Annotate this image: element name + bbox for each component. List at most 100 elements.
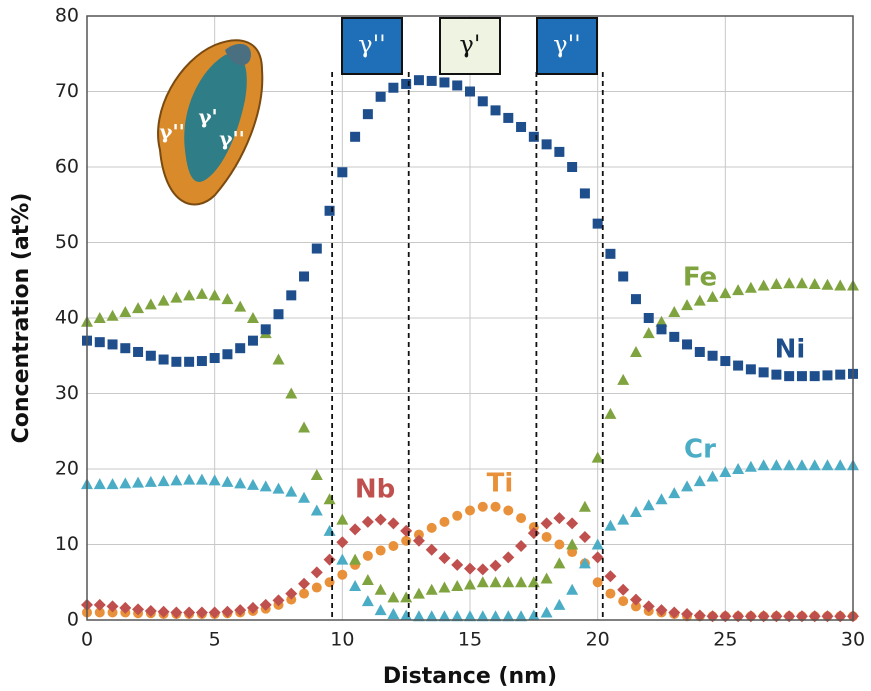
x-tick-label: 10	[330, 629, 354, 651]
point	[489, 610, 502, 622]
point	[795, 459, 808, 471]
point	[272, 594, 285, 607]
point	[324, 577, 335, 588]
point	[285, 587, 298, 600]
point	[196, 356, 207, 367]
y-tick-label: 10	[55, 533, 79, 555]
point	[464, 578, 476, 590]
point	[438, 610, 451, 622]
point	[604, 519, 617, 531]
point	[361, 595, 374, 607]
point	[412, 587, 425, 599]
phase-label: γ''	[358, 31, 386, 59]
point	[719, 287, 732, 299]
point	[771, 369, 782, 380]
point	[592, 218, 603, 229]
point	[834, 279, 847, 291]
point	[515, 576, 528, 588]
inset-label: γ''	[159, 120, 184, 144]
point	[579, 188, 590, 199]
point	[757, 279, 770, 291]
marks	[81, 75, 859, 623]
point	[822, 370, 833, 381]
point	[387, 607, 400, 619]
point	[157, 605, 170, 618]
point	[298, 421, 311, 433]
point	[260, 324, 271, 335]
point	[349, 553, 362, 565]
point	[401, 78, 412, 89]
point	[540, 517, 553, 530]
point	[310, 566, 323, 579]
point	[336, 553, 349, 565]
point	[388, 82, 399, 93]
point	[476, 610, 489, 622]
point	[107, 339, 118, 350]
point	[744, 460, 757, 472]
point	[350, 131, 361, 142]
x-tick-label: 20	[586, 629, 610, 651]
point	[784, 371, 795, 382]
inset-image	[157, 39, 264, 206]
point	[655, 604, 668, 617]
point	[222, 349, 233, 360]
point	[629, 593, 642, 606]
point	[795, 277, 808, 289]
point	[361, 515, 374, 528]
point	[566, 583, 579, 595]
series-label: Ti	[487, 469, 514, 499]
point	[259, 598, 272, 611]
y-tick-label: 80	[55, 5, 79, 27]
point	[566, 538, 579, 550]
point	[425, 610, 438, 622]
y-tick-label: 60	[55, 156, 79, 178]
point	[451, 610, 464, 622]
point	[400, 609, 413, 621]
point	[246, 312, 259, 323]
point	[834, 459, 847, 471]
point	[489, 559, 502, 572]
point	[681, 607, 694, 620]
point	[337, 167, 348, 178]
series-label: Fe	[683, 263, 717, 293]
point	[209, 353, 220, 364]
point	[642, 327, 655, 339]
y-tick-label: 50	[55, 231, 79, 253]
point	[476, 563, 489, 576]
point	[629, 345, 642, 357]
x-tick-label: 5	[209, 629, 221, 651]
point	[591, 451, 604, 463]
point	[476, 576, 489, 588]
point	[515, 610, 528, 622]
phase-label: γ'	[460, 31, 481, 59]
point	[286, 594, 297, 605]
point	[540, 606, 553, 618]
phase-box	[439, 17, 501, 75]
point	[591, 538, 604, 550]
point	[144, 298, 157, 310]
point	[195, 287, 208, 299]
point	[451, 558, 464, 571]
point	[221, 293, 234, 305]
point	[693, 294, 706, 306]
point	[285, 387, 298, 399]
point	[732, 284, 745, 296]
point	[796, 371, 807, 382]
point	[527, 576, 540, 588]
point	[298, 577, 311, 590]
point	[158, 354, 169, 365]
point	[733, 360, 744, 371]
point	[821, 278, 834, 290]
point	[567, 547, 578, 558]
point	[693, 609, 706, 622]
point	[515, 540, 528, 553]
point	[273, 309, 284, 320]
point	[401, 535, 412, 546]
point	[465, 505, 475, 516]
point	[374, 513, 387, 526]
point	[630, 601, 641, 612]
point	[439, 77, 450, 88]
point	[516, 121, 527, 132]
point	[706, 470, 719, 482]
point	[605, 248, 616, 259]
